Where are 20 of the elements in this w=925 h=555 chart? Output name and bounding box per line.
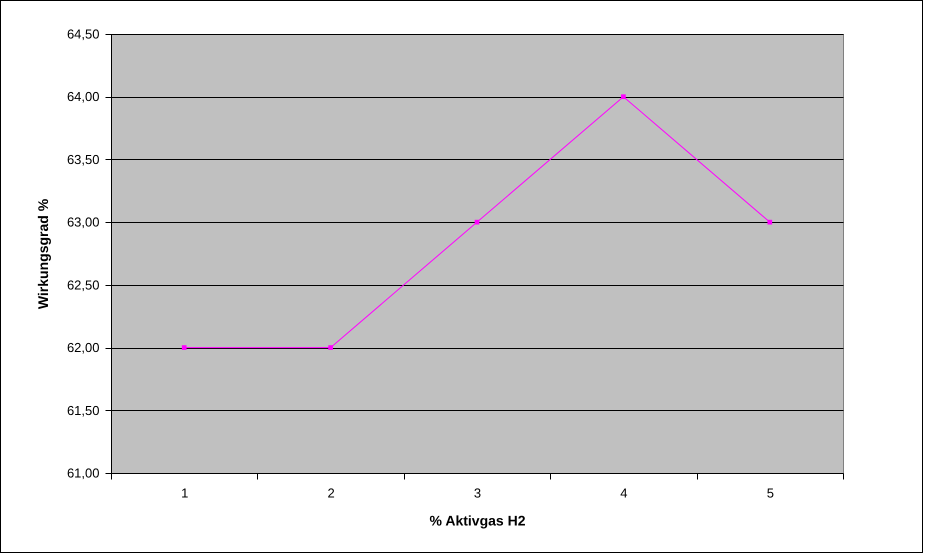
y-tick-label: 61,50 [66,402,100,418]
y-axis-title: Wirkungsgrad % [34,198,51,310]
point [474,220,480,224]
x-tick-label: 5 [766,486,774,500]
point [621,94,626,100]
x-tick-label: 4 [620,486,628,500]
y-tick-label: 62,50 [66,277,100,292]
point [767,220,772,224]
point [328,345,333,350]
x-tick-label: 1 [181,486,188,500]
y-tick-label: 61,00 [66,466,100,480]
y-tick-label: 62,00 [66,340,100,356]
y-tick-label: 64,00 [66,89,100,104]
y-tick-label: 63,00 [66,214,100,230]
x-tick-label: 3 [474,486,482,500]
x-axis-title: % Aktivgas H2 [430,512,526,528]
point [182,345,187,350]
y-tick-label: 64,50 [66,26,100,42]
x-tick-label: 2 [327,486,335,500]
y-tick-label: 63,50 [66,152,100,167]
